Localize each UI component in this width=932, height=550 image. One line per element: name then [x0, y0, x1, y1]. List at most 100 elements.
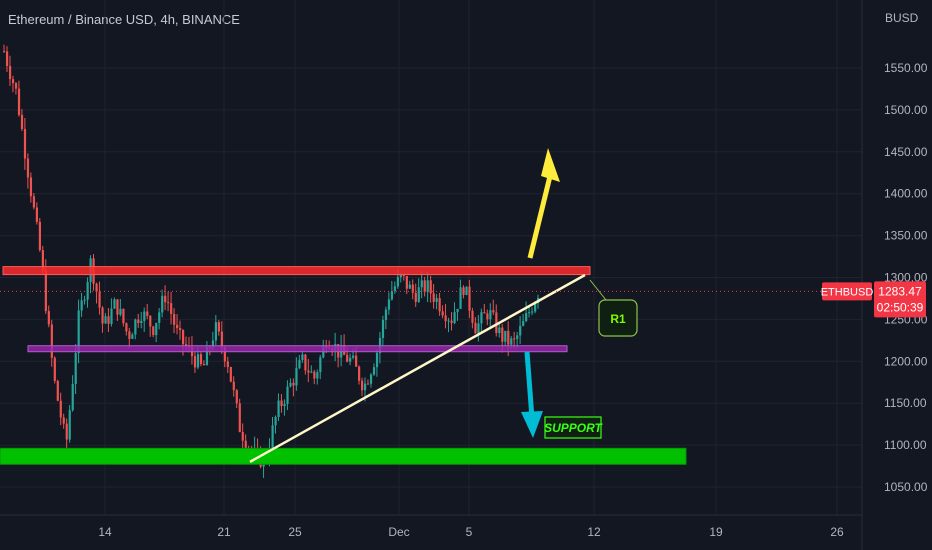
x-tick-label: 26	[830, 525, 844, 539]
candle-body	[205, 347, 209, 366]
candle-body	[313, 371, 316, 379]
candle-body	[143, 311, 146, 321]
candle-body	[74, 353, 77, 384]
candle-body	[110, 308, 113, 324]
candle-body	[319, 357, 322, 373]
candle-body	[525, 313, 528, 322]
y-tick-label: 1200.00	[884, 354, 928, 368]
candle-body	[346, 354, 349, 362]
candle-body	[480, 312, 483, 324]
candle-body	[146, 311, 149, 316]
candle-body	[426, 280, 429, 292]
candle-body	[352, 355, 355, 358]
candle-body	[41, 250, 44, 271]
candle-body	[29, 177, 33, 197]
candle-body	[489, 310, 492, 320]
x-tick-label: 14	[98, 525, 112, 539]
candle-body	[173, 313, 176, 325]
candle-body	[38, 221, 41, 251]
support-zone	[0, 447, 687, 465]
candle-body	[495, 312, 498, 334]
candle-body	[232, 381, 235, 391]
candle-body	[53, 357, 56, 381]
candle-body	[44, 270, 47, 312]
candle-body	[384, 309, 388, 320]
candle-body	[361, 380, 364, 391]
candle-body	[104, 316, 107, 324]
candle-body	[381, 319, 385, 338]
candle-body	[83, 299, 86, 301]
y-tick-label: 1500.00	[884, 103, 928, 117]
candle-body	[68, 410, 71, 440]
candle-body	[50, 324, 53, 358]
candle-body	[310, 371, 313, 373]
candle-body	[468, 286, 471, 311]
candle-body	[447, 320, 450, 322]
candle-body	[510, 338, 513, 345]
candle-body	[501, 327, 504, 342]
candle-body	[375, 352, 379, 368]
candle-body	[271, 425, 274, 450]
candle-body	[304, 354, 307, 371]
candle-body	[498, 327, 501, 334]
candle-body	[235, 390, 238, 404]
r1-pointer	[589, 279, 607, 301]
candle-body	[214, 322, 218, 341]
arrow-up-shaft	[527, 167, 555, 259]
candle-body	[8, 66, 12, 80]
candle-body	[149, 315, 152, 327]
candle-body	[474, 322, 477, 334]
y-tick-label: 1150.00	[884, 396, 927, 410]
grid	[0, 0, 863, 550]
candle-body	[528, 312, 531, 314]
candle-body	[471, 310, 474, 323]
candle-body	[20, 114, 24, 130]
candle-body	[77, 310, 80, 354]
y-tick-label: 1550.00	[884, 61, 928, 75]
chart-title: Ethereum / Binance USD, 4h, BINANCE	[8, 12, 240, 27]
x-tick-label: 21	[217, 525, 231, 539]
candle-body	[522, 321, 525, 326]
candle-body	[534, 303, 537, 312]
symbol-tag	[822, 282, 872, 301]
candle-body	[289, 382, 292, 387]
candle-body	[179, 328, 182, 331]
candle-body	[429, 280, 432, 294]
candle-body	[459, 287, 462, 309]
candle-body	[366, 383, 370, 385]
candle-body	[423, 280, 426, 292]
price-axis[interactable]: 1550.00 1500.00 1450.00 1400.00 1350.00 1300.…	[884, 61, 928, 494]
resistance-zone	[2, 266, 591, 276]
candle-body	[387, 299, 391, 310]
candle-body	[519, 325, 522, 336]
price-tags: ETHBUSD 1283.47 02:50:39	[0, 281, 926, 318]
candle-body	[456, 308, 459, 313]
candle-body	[492, 310, 495, 313]
r1-box	[598, 299, 638, 337]
candle-body	[408, 284, 411, 289]
candle-body	[283, 403, 286, 407]
candle-body	[35, 207, 39, 222]
candle-body	[238, 403, 241, 432]
arrow-up-head	[541, 148, 560, 182]
candle-body	[152, 326, 155, 336]
symbol-tag-label: ETHBUSD	[821, 286, 874, 298]
y-tick-label: 1300.00	[884, 271, 928, 285]
candle-body	[59, 400, 62, 418]
candle-body	[355, 355, 358, 367]
y-tick-label: 1350.00	[884, 229, 928, 243]
candle-body	[176, 324, 179, 329]
candle-body	[158, 312, 161, 323]
time-axis[interactable]: 14 21 25 Dec 5 12 19 26	[98, 525, 844, 539]
candle-body	[507, 330, 510, 345]
currency-label: BUSD	[885, 11, 919, 25]
countdown-label: 02:50:39	[877, 300, 924, 314]
candle-body	[217, 322, 220, 332]
candle-body	[226, 361, 229, 368]
y-tick-label: 1050.00	[884, 480, 928, 494]
candle-body	[229, 367, 232, 382]
candle-body	[196, 354, 200, 368]
candle-body	[122, 308, 125, 324]
candle-body	[516, 335, 519, 339]
